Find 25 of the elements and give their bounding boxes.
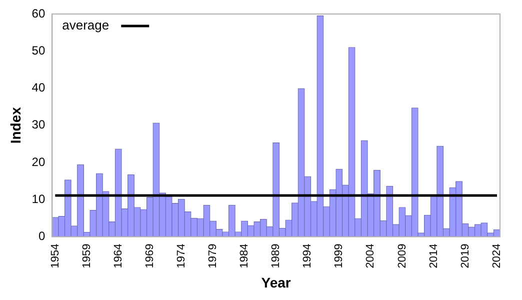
y-tick-label: 40	[32, 80, 46, 95]
y-axis-title: Index	[7, 106, 24, 144]
x-tick-label: 2014	[428, 244, 440, 268]
x-tick-label: 2009	[396, 244, 408, 268]
x-tick-label: 1979	[207, 244, 220, 268]
x-tick-label: 1989	[270, 244, 282, 268]
x-tick-label: 1999	[333, 244, 346, 268]
x-tick-label: 1964	[112, 244, 124, 268]
x-tick-label: 1959	[80, 244, 93, 268]
x-tick-label: 1994	[302, 244, 314, 268]
y-tick-label: 30	[32, 118, 46, 132]
y-tick-label: 10	[32, 192, 46, 206]
y-tick-label: 50	[32, 43, 46, 58]
x-tick-label: 2019	[459, 244, 472, 268]
x-tick-label: 1974	[175, 244, 188, 268]
x-tick-label: 2004	[364, 244, 377, 268]
x-tick-label: 2024	[490, 244, 503, 268]
y-tick-label: 20	[32, 154, 46, 169]
x-tick-label: 1984	[238, 244, 251, 268]
x-tick-label: 1954	[49, 244, 62, 268]
legend-label: average	[62, 18, 110, 33]
x-axis-title: Year	[261, 274, 292, 290]
x-tick-label: 1969	[144, 244, 156, 268]
y-tick-label: 60	[32, 6, 46, 20]
y-tick-label: 0	[38, 229, 46, 244]
